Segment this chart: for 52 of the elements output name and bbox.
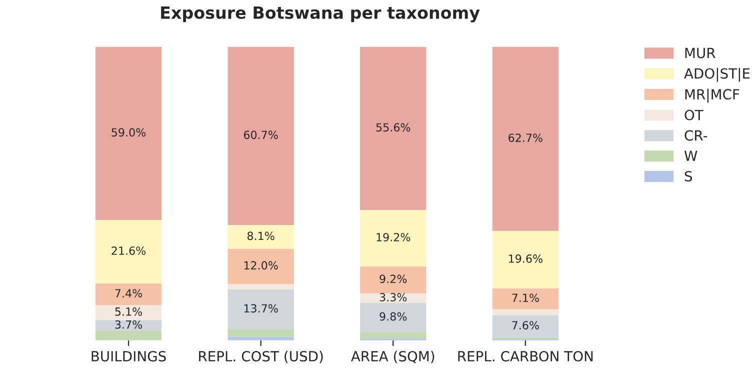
data-label: 19.2% [376, 232, 410, 242]
data-label: 7.1% [512, 294, 539, 302]
data-label: 3.3% [380, 293, 407, 302]
legend-label: OT [684, 110, 704, 120]
data-label: 8.1% [247, 232, 274, 240]
data-label: 59.0% [112, 128, 146, 137]
bar [492, 315, 558, 338]
data-label: 9.8% [380, 312, 407, 321]
data-label: 7.6% [512, 321, 539, 330]
bar [95, 305, 162, 320]
data-label: 7.4% [115, 289, 142, 298]
bar [360, 266, 426, 294]
bar [492, 309, 558, 316]
bar [228, 224, 294, 249]
bar [95, 320, 162, 331]
data-label: 62.7% [508, 134, 542, 142]
bar [95, 330, 162, 340]
x-tick-label: BUILDINGS [92, 351, 166, 362]
chart-title: Exposure Botswana per taxonomy [161, 6, 480, 22]
data-label: 9.2% [380, 274, 407, 284]
legend-label: CR- [684, 130, 708, 141]
bar [95, 46, 162, 220]
bar [360, 332, 426, 339]
data-label: 60.7% [244, 130, 278, 140]
legend-label: MUR [685, 48, 716, 58]
bar [492, 288, 558, 310]
bar [95, 283, 162, 306]
bar [228, 46, 294, 225]
data-label: 5.1% [115, 307, 142, 316]
x-tick-label: AREA (SQM) [351, 350, 434, 364]
bar [492, 230, 558, 288]
data-label: 21.6% [112, 246, 146, 255]
legend-label: S [684, 170, 692, 182]
data-label: 19.6% [508, 254, 542, 263]
legend-label: MR|MCF [685, 88, 740, 103]
x-tick-label: REPL. COST (USD) [199, 350, 323, 364]
bar [95, 220, 162, 284]
bar [228, 289, 294, 330]
legend-label: W [684, 150, 698, 161]
bar [228, 329, 294, 337]
bar [228, 284, 294, 290]
bar [360, 303, 426, 332]
data-label: 12.0% [244, 261, 278, 270]
data-label: 13.7% [244, 304, 278, 313]
bar [360, 210, 426, 266]
bar [228, 248, 294, 284]
data-label: 3.7% [115, 320, 142, 329]
data-label: 55.6% [376, 123, 410, 132]
bar [360, 46, 426, 210]
bar [492, 46, 558, 231]
legend-label: ADO|ST|E [684, 68, 750, 82]
x-tick-label: REPL. CARBON TON [458, 351, 593, 362]
